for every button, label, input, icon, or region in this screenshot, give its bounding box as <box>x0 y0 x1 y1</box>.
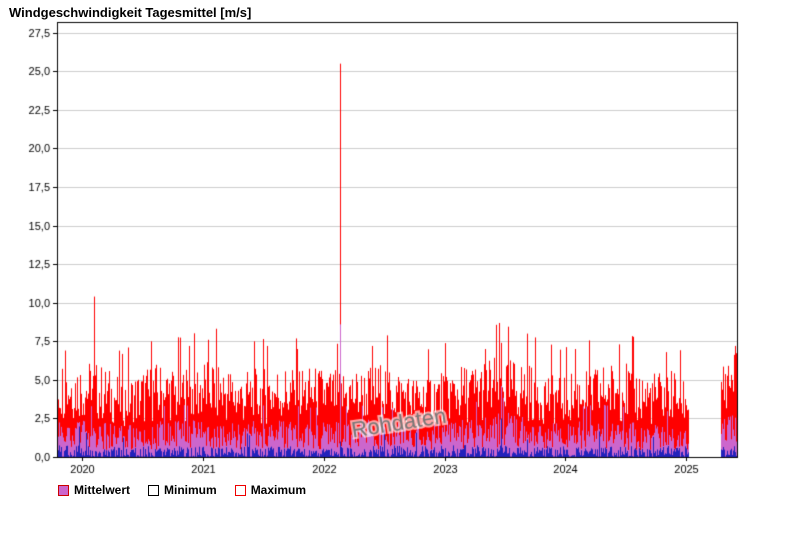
legend-label-minimum: Minimum <box>164 483 217 497</box>
legend-swatch-maximum <box>234 484 246 496</box>
legend-label-maximum: Maximum <box>250 483 307 497</box>
legend-item-maximum: Maximum <box>234 483 307 497</box>
legend-swatch-mittelwert <box>58 484 69 496</box>
legend-item-mittelwert: Mittelwert <box>58 483 130 497</box>
legend-item-minimum: Minimum <box>148 483 217 497</box>
legend-label-mittelwert: Mittelwert <box>74 483 131 497</box>
legend-swatch-minimum <box>148 484 160 496</box>
chart-legend: Mittelwert Minimum Maximum <box>58 483 306 497</box>
